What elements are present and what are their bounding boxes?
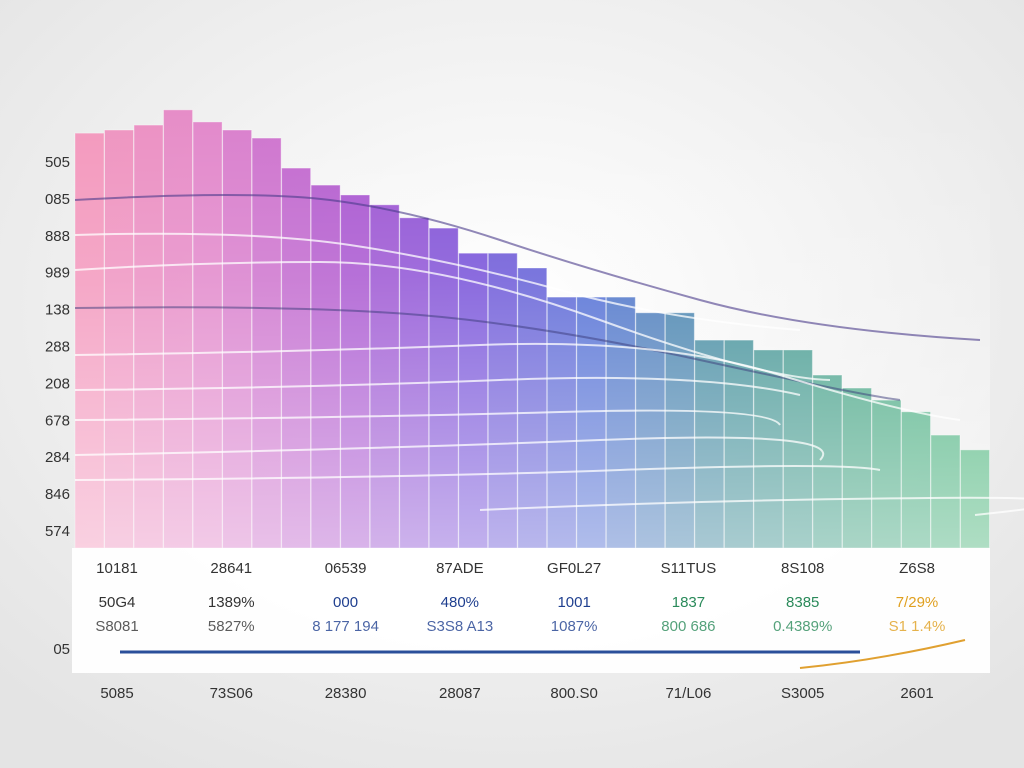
header-cell: 87ADE (436, 560, 484, 577)
value-cell: 1001 (557, 594, 590, 611)
table: 05 10181 50G4 S8081 28641 1389% 5827% 06539 000 8… (53, 560, 945, 658)
x-label: 71/L06 (665, 685, 711, 702)
sub-cell: 8 177 194 (312, 618, 379, 635)
value-cell: 8385 (786, 594, 819, 611)
sub-cell: 1087% (551, 618, 598, 635)
x-label: 28087 (439, 685, 481, 702)
x-label: 5085 (100, 685, 133, 702)
value-cell: 1837 (672, 594, 705, 611)
x-label: 2601 (900, 685, 933, 702)
header-cell: S11TUS (661, 560, 717, 577)
row-label: 05 (53, 641, 70, 658)
header-cell: 28641 (210, 560, 252, 577)
sub-cell: 0.4389% (773, 618, 832, 635)
y-axis-label: 284 (45, 449, 70, 466)
y-axis-label: 138 (45, 302, 70, 319)
fade-overlay (75, 100, 990, 548)
sub-cell: S3S8 A13 (426, 618, 493, 635)
x-label: 73S06 (210, 685, 253, 702)
sub-cell: S1 1.4% (889, 618, 946, 635)
y-axis-label: 505 (45, 154, 70, 171)
y-axis-label: 085 (45, 191, 70, 208)
x-label: S3005 (781, 685, 824, 702)
value-cell: 000 (333, 594, 358, 611)
y-axis-label: 678 (45, 412, 70, 429)
flow-lines (74, 194, 1024, 516)
value-cell: 50G4 (99, 594, 136, 611)
y-axis-label: 574 (45, 523, 70, 540)
sub-cell: 800 686 (661, 618, 715, 635)
y-axis-label: 208 (45, 375, 70, 392)
sub-cell: 5827% (208, 618, 255, 635)
header-cell: GF0L27 (547, 560, 601, 577)
value-cell: 7/29% (896, 594, 939, 611)
value-cell: 1389% (208, 594, 255, 611)
sub-cell: S8081 (95, 618, 138, 635)
header-cell: 10181 (96, 560, 138, 577)
y-axis-label: 288 (45, 338, 70, 355)
y-axis-label: 989 (45, 265, 70, 282)
header-cell: Z6S8 (899, 560, 935, 577)
header-cell: 8S108 (781, 560, 824, 577)
y-axis-label: 888 (45, 228, 70, 245)
y-axis-labels: 505 085 888 989 138 288 208 678 284 846 574 (45, 154, 70, 540)
x-label: 28380 (325, 685, 367, 702)
timeline-tail (799, 639, 966, 669)
y-axis-label: 846 (45, 486, 70, 503)
header-cell: 06539 (325, 560, 367, 577)
value-cell: 480% (441, 594, 479, 611)
x-label: 800.S0 (550, 685, 598, 702)
